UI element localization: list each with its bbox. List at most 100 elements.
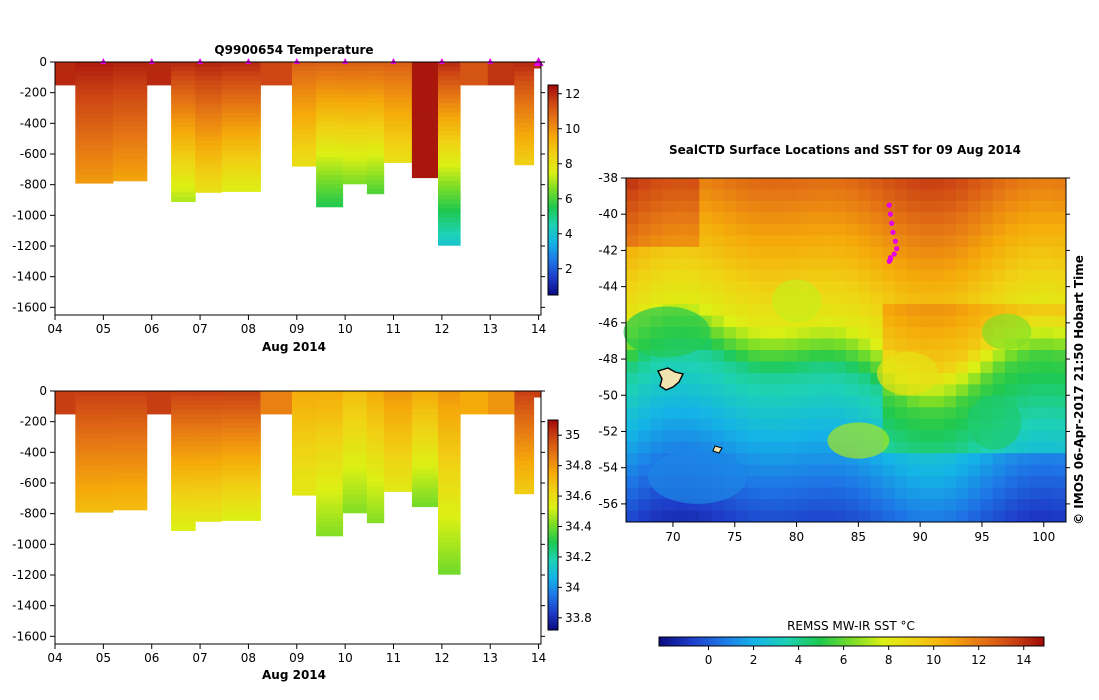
sst-cell: [723, 418, 737, 431]
profile-cell: [411, 446, 439, 452]
sst-cell: [626, 499, 639, 512]
profile-cell: [75, 62, 114, 68]
profile-cell: [366, 391, 385, 396]
profile-cell: [195, 62, 223, 68]
sst-cell: [638, 223, 651, 236]
profile-cell: [221, 391, 261, 396]
profile-cell: [171, 414, 196, 420]
sst-cell: [992, 212, 1006, 225]
profile-cell: [221, 460, 261, 466]
sst-cell: [956, 499, 969, 512]
sst-cell: [980, 178, 994, 190]
profile-cell: [260, 71, 293, 77]
sst-cell: [797, 476, 810, 489]
profile-cell: [383, 423, 413, 428]
profile-cell: [383, 468, 413, 474]
profile-cell: [514, 132, 535, 138]
profile-cell: [438, 226, 461, 232]
profile-cell: [438, 80, 461, 86]
profile-cell: [55, 62, 76, 67]
sst-cell: [1017, 281, 1030, 294]
sst-cell: [870, 499, 884, 512]
profile-cell: [55, 400, 76, 406]
sst-cell: [931, 350, 945, 362]
sst-cell: [919, 281, 932, 294]
sst-cell: [919, 407, 932, 420]
sst-cell: [772, 212, 786, 225]
sst-cell: [736, 269, 749, 282]
sst-cell: [1004, 246, 1018, 259]
sst-cell: [858, 178, 871, 190]
profile-cell: [411, 391, 439, 396]
profile-cell: [342, 499, 368, 505]
sst-cell: [638, 476, 651, 489]
sst-cell: [846, 499, 859, 512]
colorbar-tick-label: 8: [565, 157, 573, 171]
profile-cell: [113, 126, 148, 131]
profile-cell: [438, 496, 461, 502]
sst-cell: [894, 338, 908, 351]
sst-cell: [894, 430, 908, 443]
profile-cell: [146, 400, 172, 406]
profile-cell: [221, 474, 261, 480]
sst-cell: [1004, 189, 1018, 202]
sst-cell: [1029, 350, 1042, 362]
profile-cell: [221, 488, 261, 494]
sst-cell: [870, 338, 884, 351]
profile-cell: [171, 456, 196, 462]
profile-cell: [171, 108, 196, 114]
profile-cell: [221, 395, 261, 401]
sst-cell: [797, 510, 810, 523]
profile-cell: [514, 461, 535, 467]
profile-cell: [366, 71, 385, 76]
profile-cell: [316, 107, 344, 113]
sst-cell: [772, 350, 786, 362]
sst-cell: [736, 338, 749, 351]
profile-cell: [438, 199, 461, 205]
sst-cell: [980, 350, 994, 362]
x-tick-label: 10: [338, 651, 353, 665]
profile-cell: [75, 122, 114, 128]
profile-cell: [366, 139, 385, 145]
sst-cell: [760, 338, 774, 351]
profile-cell: [75, 493, 114, 499]
profile-cell: [316, 454, 344, 460]
sst-cell: [931, 258, 945, 271]
sst-cell: [797, 361, 810, 374]
sst-cell: [833, 361, 847, 374]
sst-cell: [968, 338, 981, 351]
sst-cell: [833, 407, 847, 420]
sst-cell: [1004, 178, 1018, 190]
profile-cell: [221, 177, 261, 183]
sst-cell: [943, 258, 957, 271]
profile-cell: [75, 419, 114, 425]
profile-cell: [342, 404, 368, 410]
profile-cell: [171, 446, 196, 452]
sst-cell: [674, 200, 688, 213]
y-tick-label: -1000: [12, 537, 47, 551]
sst-cell: [980, 235, 994, 248]
profile-cell: [292, 143, 317, 149]
sst-cell: [760, 464, 774, 477]
profile-cell: [195, 488, 223, 494]
seal-surface-location: [887, 211, 894, 217]
sst-cell: [687, 189, 700, 202]
sst-cell: [650, 189, 664, 202]
profile-cell: [438, 194, 461, 200]
profile-cell: [316, 116, 344, 122]
sst-cell: [943, 441, 957, 454]
profile-cell: [438, 446, 461, 451]
sst-cell: [821, 327, 835, 340]
profile-cell: [171, 113, 196, 119]
profile-cell: [438, 459, 461, 465]
sst-cell: [711, 361, 725, 374]
profile-cell: [195, 117, 223, 123]
sst-colorbar-tick-label: 8: [885, 653, 893, 667]
profile-cell: [113, 464, 148, 470]
temperature-y-ticks: 0-200-400-600-800-1000-1200-1400-1600: [12, 55, 545, 314]
sst-cell: [760, 510, 774, 523]
profile-cell: [75, 76, 114, 82]
sst-cell: [736, 200, 749, 213]
profile-cell: [383, 445, 413, 451]
profile-cell: [438, 112, 461, 118]
